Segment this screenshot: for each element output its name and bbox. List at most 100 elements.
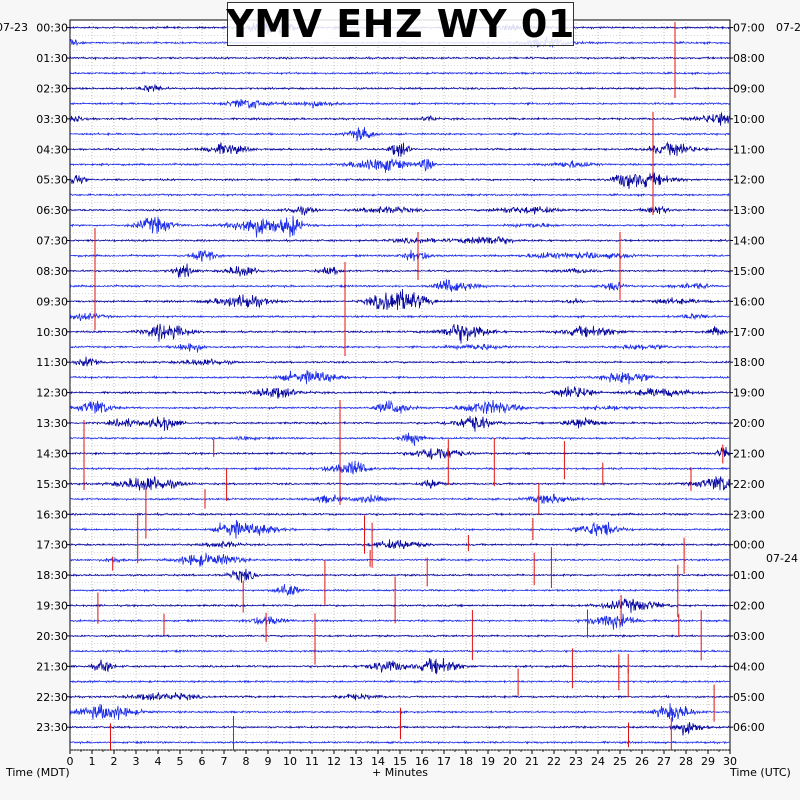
trace-line bbox=[69, 192, 731, 198]
trace-line bbox=[69, 127, 731, 142]
x-tick-label: 30 bbox=[723, 755, 737, 768]
right-time-label: 03:00 bbox=[733, 630, 765, 643]
trace-line bbox=[69, 584, 731, 596]
x-tick-label: 7 bbox=[221, 755, 228, 768]
x-tick-label: 26 bbox=[635, 755, 649, 768]
trace-line bbox=[69, 356, 731, 367]
x-tick-label: 29 bbox=[701, 755, 715, 768]
left-time-label: 23:30 bbox=[36, 721, 68, 734]
x-tick-label: 4 bbox=[155, 755, 162, 768]
left-time-label: 07:30 bbox=[36, 235, 68, 248]
trace-line bbox=[69, 446, 731, 460]
trace-line bbox=[69, 312, 731, 321]
chart-title-box: YMV EHZ WY 01 bbox=[226, 2, 575, 46]
right-time-label: 13:00 bbox=[733, 204, 765, 217]
left-time-label: 11:30 bbox=[36, 356, 68, 369]
trace-line bbox=[70, 568, 730, 583]
right-time-label: 04:00 bbox=[733, 660, 765, 673]
left-axis-title: Time (MDT) bbox=[5, 766, 70, 779]
left-time-label: 18:30 bbox=[36, 569, 68, 582]
right-time-label: 12:00 bbox=[733, 174, 765, 187]
trace-line bbox=[69, 71, 731, 76]
right-date-label-mid: 07-24 bbox=[766, 552, 798, 565]
left-time-label: 08:30 bbox=[36, 265, 68, 278]
trace-line bbox=[69, 415, 731, 432]
right-time-label: 02:00 bbox=[733, 600, 765, 613]
x-tick-label: 10 bbox=[283, 755, 297, 768]
x-tick-label: 27 bbox=[657, 755, 671, 768]
right-date-label-top: 07-23 bbox=[776, 21, 800, 34]
trace-line bbox=[70, 399, 731, 415]
trace-line bbox=[69, 633, 731, 639]
trace-line bbox=[69, 476, 731, 491]
x-tick-label: 3 bbox=[133, 755, 140, 768]
trace-line bbox=[69, 98, 731, 110]
x-tick-label: 2 bbox=[111, 755, 118, 768]
right-time-label: 23:00 bbox=[733, 508, 765, 521]
axes: 0 1 2 3 4 5 6 7 8 9 10 11 12 13 14 15 16 17 18 19 20 21 22 23 24… bbox=[36, 22, 764, 768]
left-date-label: 07-23 bbox=[0, 21, 28, 34]
left-time-label: 12:30 bbox=[36, 387, 68, 400]
right-time-label: 21:00 bbox=[733, 447, 765, 460]
x-tick-label: 12 bbox=[327, 755, 341, 768]
trace-line bbox=[69, 519, 731, 539]
trace-line bbox=[69, 648, 731, 654]
right-time-label: 19:00 bbox=[733, 387, 765, 400]
trace-line bbox=[70, 657, 731, 675]
trace-line bbox=[70, 552, 731, 567]
right-axis-title: Time (UTC) bbox=[729, 766, 791, 779]
x-tick-label: 19 bbox=[481, 755, 495, 768]
trace-line bbox=[69, 55, 731, 61]
right-time-label: 09:00 bbox=[733, 82, 765, 95]
right-time-label: 22:00 bbox=[733, 478, 765, 491]
left-time-label: 06:30 bbox=[36, 204, 68, 217]
trace-line bbox=[69, 460, 730, 475]
x-tick-label: 18 bbox=[459, 755, 473, 768]
right-time-label: 11:00 bbox=[733, 143, 765, 156]
trace-line bbox=[69, 691, 731, 702]
left-time-label: 17:30 bbox=[36, 539, 68, 552]
x-tick-label: 0 bbox=[67, 755, 74, 768]
left-time-label: 05:30 bbox=[36, 174, 68, 187]
right-time-label: 00:00 bbox=[733, 539, 765, 552]
trace-line bbox=[69, 613, 730, 630]
event-picks bbox=[83, 22, 724, 750]
x-tick-label: 14 bbox=[371, 755, 385, 768]
chart-title: YMV EHZ WY 01 bbox=[226, 2, 575, 46]
right-time-label: 01:00 bbox=[733, 569, 765, 582]
x-tick-label: 8 bbox=[243, 755, 250, 768]
x-tick-label: 16 bbox=[415, 755, 429, 768]
left-time-label: 14:30 bbox=[36, 447, 68, 460]
left-time-label: 19:30 bbox=[36, 600, 68, 613]
trace-line bbox=[69, 83, 730, 93]
trace-line bbox=[69, 679, 731, 684]
trace-line bbox=[69, 110, 731, 126]
left-time-label: 10:30 bbox=[36, 326, 68, 339]
right-time-label: 10:00 bbox=[733, 113, 765, 126]
left-time-label: 16:30 bbox=[36, 508, 68, 521]
right-time-label: 17:00 bbox=[733, 326, 765, 339]
x-axis-title: + Minutes bbox=[372, 766, 428, 779]
trace-line bbox=[69, 205, 731, 216]
left-time-label: 03:30 bbox=[36, 113, 68, 126]
x-tick-label: 20 bbox=[503, 755, 517, 768]
right-time-label: 20:00 bbox=[733, 417, 765, 430]
right-time-label: 15:00 bbox=[733, 265, 765, 278]
x-tick-label: 22 bbox=[547, 755, 561, 768]
trace-line bbox=[69, 171, 731, 190]
left-time-label: 22:30 bbox=[36, 691, 68, 704]
x-tick-label: 1 bbox=[89, 755, 96, 768]
right-time-label: 18:00 bbox=[733, 356, 765, 369]
left-time-label: 13:30 bbox=[36, 417, 68, 430]
left-time-label: 01:30 bbox=[36, 52, 68, 65]
x-tick-label: 23 bbox=[569, 755, 583, 768]
x-tick-label: 17 bbox=[437, 755, 451, 768]
trace-line bbox=[69, 740, 731, 745]
trace-line bbox=[69, 386, 731, 399]
left-time-label: 09:30 bbox=[36, 295, 68, 308]
trace-line bbox=[70, 141, 731, 157]
right-time-label: 08:00 bbox=[733, 52, 765, 65]
right-time-label: 14:00 bbox=[733, 235, 765, 248]
left-time-label: 15:30 bbox=[36, 478, 68, 491]
x-tick-label: 15 bbox=[393, 755, 407, 768]
